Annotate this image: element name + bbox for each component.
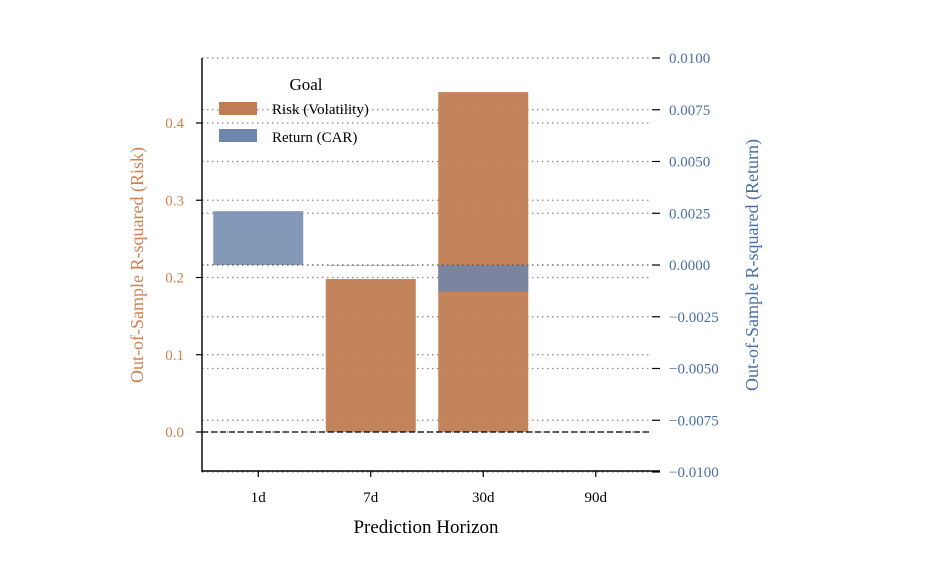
x-tick-label-1d: 1d — [251, 490, 267, 506]
right-ticks: −0.0100 −0.0075 −0.0050 −0.0025 0.0000 0.0025… — [652, 51, 719, 481]
right-axis-label: Out-of-Sample R-squared (Return) — [742, 139, 763, 391]
bar-risk-7d — [325, 279, 416, 432]
right-tick-label-7: 0.0075 — [669, 103, 710, 119]
legend: Goal Risk (Volatility) Return (CAR) — [219, 75, 369, 146]
x-axis-label: Prediction Horizon — [353, 517, 499, 538]
axes — [201, 58, 660, 472]
legend-swatch-return — [219, 129, 257, 142]
zero-lines — [202, 264, 652, 433]
left-ticks: 0.0 0.1 0.2 0.3 0.4 — [165, 116, 202, 441]
legend-title: Goal — [289, 75, 322, 94]
right-tick-label-4: 0.0000 — [669, 258, 710, 274]
right-tick-label-8: 0.0100 — [669, 51, 710, 67]
left-tick-label-1: 0.1 — [165, 348, 184, 364]
right-tick-label-2: −0.0050 — [669, 362, 719, 378]
right-tick-label-3: −0.0025 — [669, 310, 719, 326]
legend-swatch-risk — [219, 102, 257, 115]
legend-label-return: Return (CAR) — [272, 130, 357, 146]
bar-return-1d — [213, 211, 304, 265]
right-tick-label-6: 0.0050 — [669, 155, 710, 171]
left-tick-label-4: 0.4 — [165, 116, 184, 132]
left-tick-label-2: 0.2 — [165, 271, 184, 287]
legend-label-risk: Risk (Volatility) — [272, 102, 369, 118]
x-tick-label-30d: 30d — [472, 490, 495, 506]
bars — [213, 92, 529, 432]
bar-return-30d — [438, 265, 529, 292]
bar-risk-30d — [438, 92, 529, 432]
right-tick-label-0: −0.0100 — [669, 465, 719, 481]
x-tick-label-90d: 90d — [585, 490, 608, 506]
right-tick-label-1: −0.0075 — [669, 413, 719, 429]
bar-return-7d — [325, 265, 416, 266]
left-tick-label-3: 0.3 — [165, 193, 184, 209]
x-tick-label-7d: 7d — [363, 490, 379, 506]
left-tick-label-0: 0.0 — [165, 425, 184, 441]
left-axis-label: Out-of-Sample R-squared (Risk) — [127, 147, 148, 383]
x-ticks: 1d 7d 30d 90d — [251, 471, 608, 506]
right-tick-label-5: 0.0025 — [669, 206, 710, 222]
